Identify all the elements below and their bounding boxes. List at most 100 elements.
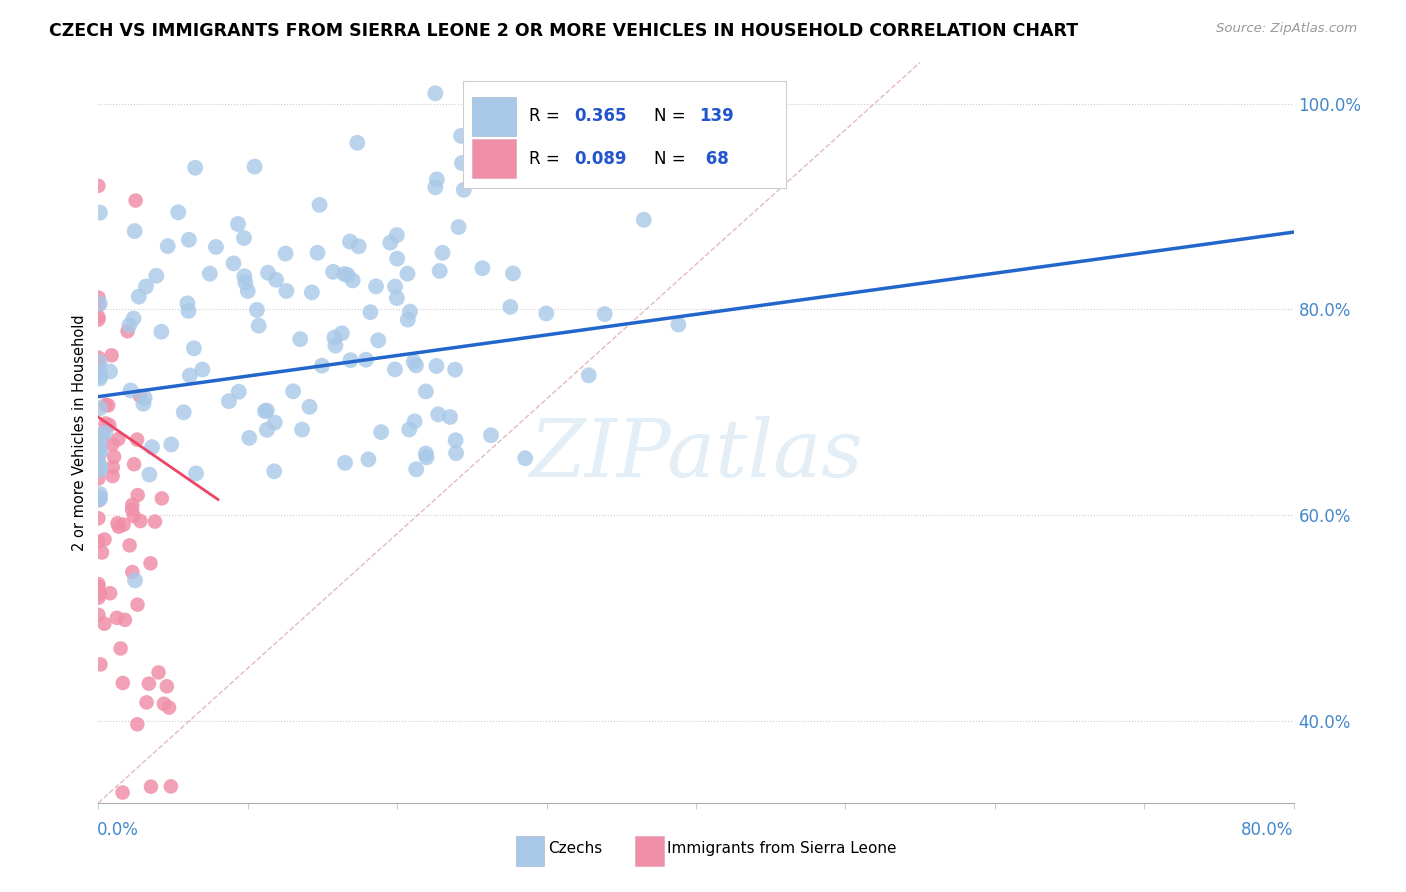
Point <box>87 534 110 549</box>
Point <box>367 334 389 348</box>
Point <box>103 450 125 464</box>
Point <box>471 261 494 276</box>
Point <box>173 405 195 419</box>
Point <box>425 359 447 373</box>
Point <box>89 445 111 459</box>
Point <box>346 136 368 150</box>
Point <box>87 441 110 455</box>
Point <box>218 394 240 409</box>
Point <box>89 444 111 458</box>
Point <box>243 160 266 174</box>
Point <box>117 324 139 338</box>
Point <box>354 352 377 367</box>
Text: 0.365: 0.365 <box>574 108 627 126</box>
Text: N =: N = <box>654 108 690 126</box>
Point <box>246 302 269 317</box>
Point <box>127 598 149 612</box>
Point <box>263 416 285 430</box>
Point <box>385 291 408 305</box>
Point <box>451 156 474 170</box>
Point <box>499 300 522 314</box>
Point <box>122 509 145 524</box>
Point <box>247 318 270 333</box>
Point <box>100 348 122 362</box>
Point <box>323 330 346 344</box>
Point <box>138 467 160 482</box>
Point <box>276 284 298 298</box>
Point <box>385 228 408 243</box>
Point <box>347 239 370 253</box>
Point <box>139 780 162 794</box>
Point <box>274 246 297 260</box>
Point <box>148 665 170 680</box>
Point <box>101 469 124 483</box>
Point <box>399 304 422 318</box>
Point <box>427 408 450 422</box>
Point <box>233 231 256 245</box>
Point <box>307 245 329 260</box>
Point <box>322 265 344 279</box>
Point <box>87 358 110 372</box>
Point <box>94 398 117 412</box>
Point <box>336 268 359 282</box>
Text: 80.0%: 80.0% <box>1241 822 1294 839</box>
Point <box>177 233 200 247</box>
Point <box>93 533 115 547</box>
Text: 68: 68 <box>700 150 728 168</box>
Point <box>89 428 111 442</box>
Point <box>325 338 347 352</box>
Point <box>425 180 447 194</box>
Text: R =: R = <box>529 108 565 126</box>
Point <box>228 384 250 399</box>
Point <box>128 290 150 304</box>
Point <box>402 355 425 369</box>
Point <box>450 128 472 143</box>
Point <box>311 359 333 373</box>
Point <box>291 423 314 437</box>
Point <box>91 545 114 559</box>
Point <box>145 268 167 283</box>
Point <box>439 409 461 424</box>
Point <box>339 353 361 368</box>
Point <box>301 285 323 300</box>
Point <box>127 717 149 731</box>
Point <box>512 136 534 151</box>
Point <box>127 488 149 502</box>
Point <box>444 362 467 376</box>
Point <box>129 389 152 403</box>
Point <box>108 520 131 534</box>
Point <box>205 240 228 254</box>
Point <box>89 296 111 310</box>
Point <box>257 266 280 280</box>
Point <box>87 310 110 324</box>
Point <box>139 557 162 571</box>
Point <box>385 252 408 266</box>
Point <box>132 397 155 411</box>
Point <box>342 273 364 287</box>
Point <box>429 264 451 278</box>
Point <box>357 452 380 467</box>
Point <box>121 565 143 579</box>
Point <box>415 450 437 465</box>
Point <box>89 487 111 501</box>
Point <box>89 366 111 380</box>
Point <box>94 417 117 431</box>
Point <box>141 440 163 454</box>
Point <box>396 267 419 281</box>
Point <box>97 398 120 412</box>
Point <box>87 511 110 525</box>
Point <box>384 362 406 376</box>
Point <box>256 423 278 437</box>
Point <box>425 87 447 101</box>
Point <box>235 276 257 290</box>
Point <box>107 432 129 446</box>
Point <box>127 433 149 447</box>
Point <box>256 403 278 417</box>
Point <box>89 371 111 385</box>
Point <box>226 217 249 231</box>
Y-axis label: 2 or more Vehicles in Household: 2 or more Vehicles in Household <box>72 314 87 551</box>
Point <box>93 616 115 631</box>
Point <box>359 305 381 319</box>
Point <box>129 514 152 528</box>
Point <box>94 425 117 440</box>
